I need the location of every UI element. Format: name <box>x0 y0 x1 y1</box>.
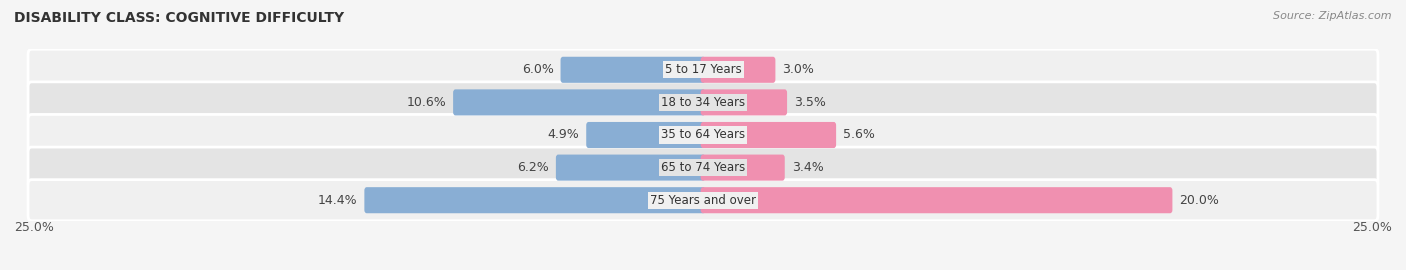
Text: 18 to 34 Years: 18 to 34 Years <box>661 96 745 109</box>
FancyBboxPatch shape <box>453 89 706 116</box>
Legend: Male, Female: Male, Female <box>633 265 773 270</box>
Text: 6.2%: 6.2% <box>517 161 548 174</box>
FancyBboxPatch shape <box>28 82 1378 123</box>
Text: 3.4%: 3.4% <box>792 161 824 174</box>
Text: 75 Years and over: 75 Years and over <box>650 194 756 207</box>
FancyBboxPatch shape <box>28 49 1378 90</box>
Text: 4.9%: 4.9% <box>547 129 579 141</box>
Text: 6.0%: 6.0% <box>522 63 554 76</box>
Text: 3.0%: 3.0% <box>782 63 814 76</box>
Text: 35 to 64 Years: 35 to 64 Years <box>661 129 745 141</box>
Text: 14.4%: 14.4% <box>318 194 357 207</box>
FancyBboxPatch shape <box>28 180 1378 221</box>
Text: DISABILITY CLASS: COGNITIVE DIFFICULTY: DISABILITY CLASS: COGNITIVE DIFFICULTY <box>14 11 344 25</box>
FancyBboxPatch shape <box>586 122 706 148</box>
FancyBboxPatch shape <box>700 89 787 116</box>
FancyBboxPatch shape <box>364 187 706 213</box>
FancyBboxPatch shape <box>28 147 1378 188</box>
Text: 20.0%: 20.0% <box>1180 194 1219 207</box>
FancyBboxPatch shape <box>700 187 1173 213</box>
FancyBboxPatch shape <box>555 154 706 181</box>
Text: 10.6%: 10.6% <box>406 96 446 109</box>
Text: 65 to 74 Years: 65 to 74 Years <box>661 161 745 174</box>
FancyBboxPatch shape <box>561 57 706 83</box>
FancyBboxPatch shape <box>28 114 1378 156</box>
Text: 3.5%: 3.5% <box>794 96 825 109</box>
Text: Source: ZipAtlas.com: Source: ZipAtlas.com <box>1274 11 1392 21</box>
Text: 25.0%: 25.0% <box>14 221 53 234</box>
Text: 5 to 17 Years: 5 to 17 Years <box>665 63 741 76</box>
Text: 25.0%: 25.0% <box>1353 221 1392 234</box>
Text: 5.6%: 5.6% <box>844 129 875 141</box>
FancyBboxPatch shape <box>700 122 837 148</box>
FancyBboxPatch shape <box>700 154 785 181</box>
FancyBboxPatch shape <box>700 57 775 83</box>
